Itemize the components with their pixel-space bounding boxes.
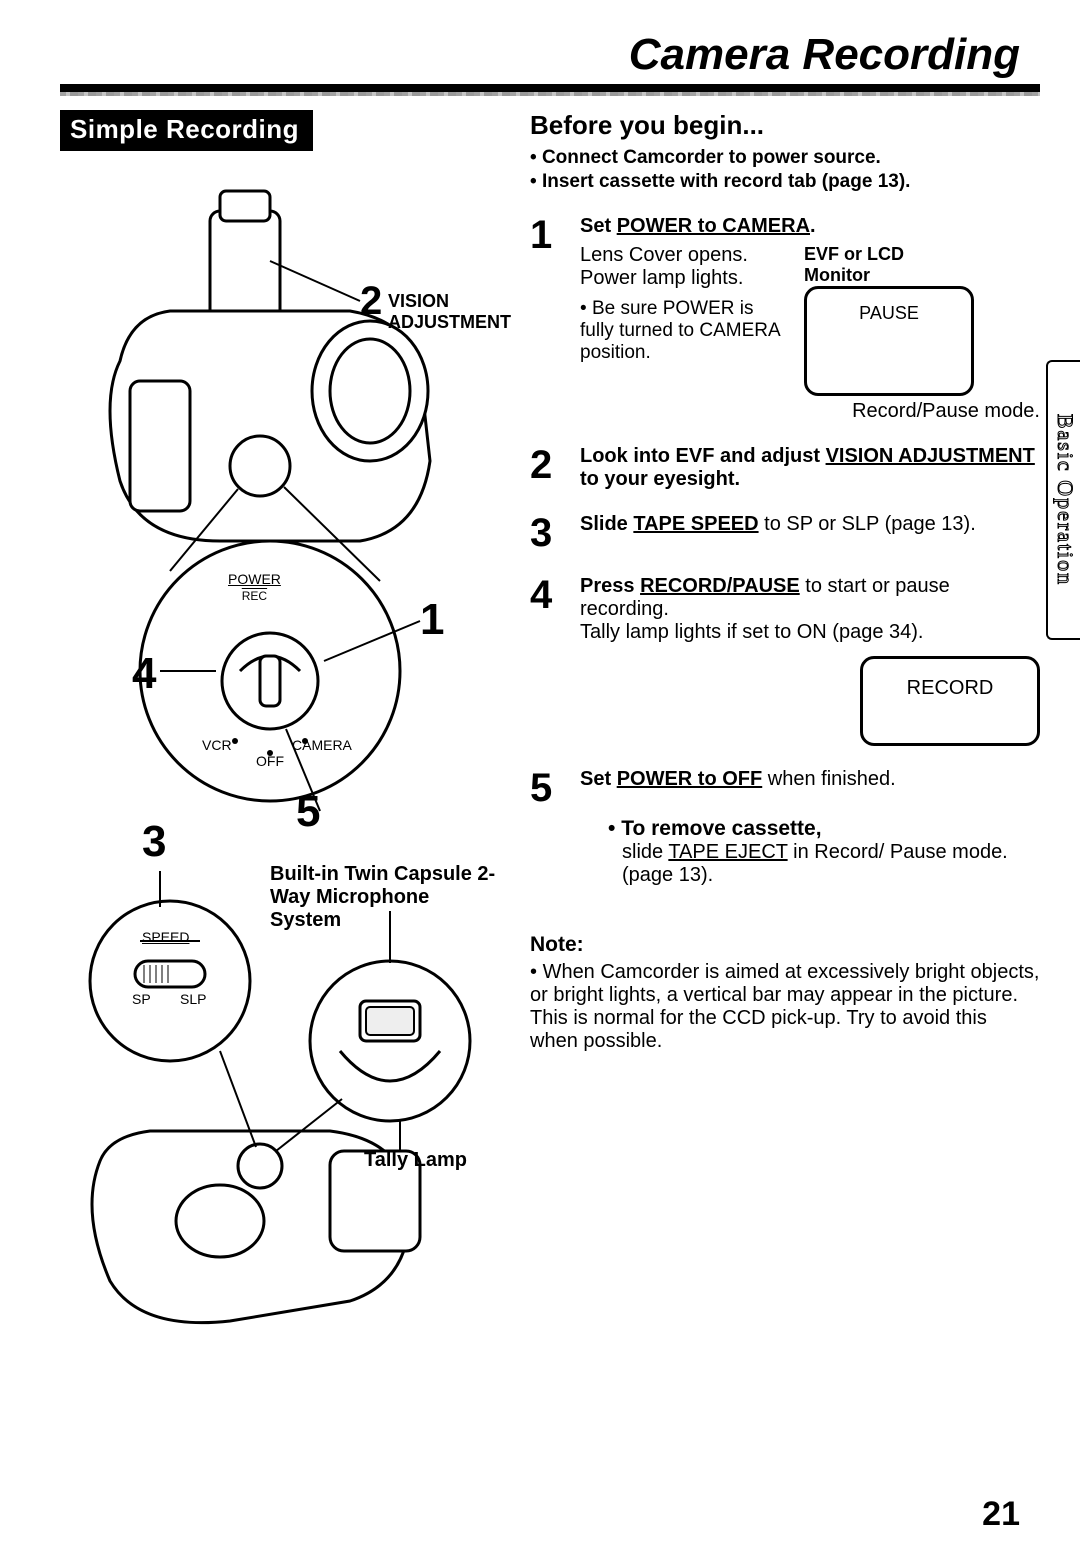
record-pause-mode: Record/Pause mode.: [580, 400, 1040, 423]
step4-pre: Press: [580, 575, 640, 597]
left-column: Simple Recording: [60, 110, 520, 1351]
callout-vision-label: VISION ADJUSTMENT: [388, 291, 518, 333]
title-rule: [60, 84, 1040, 92]
record-screen-text: RECORD: [907, 677, 994, 700]
step2-u: VISION ADJUSTMENT: [826, 445, 1035, 467]
step-3-num: 3: [530, 513, 568, 553]
right-column: Before you begin... Connect Camcorder to…: [530, 110, 1040, 1351]
step1-u: POWER to CAMERA: [617, 215, 810, 237]
record-screen: RECORD: [860, 656, 1040, 746]
section-badge: Simple Recording: [60, 110, 313, 151]
step1-pre: Set: [580, 215, 617, 237]
step-1: 1 Set POWER to CAMERA. Lens Cover opens.…: [530, 215, 1040, 423]
speed-sp: SP: [132, 991, 151, 1007]
speed-title: SPEED: [142, 929, 189, 945]
step5-pre: Set: [580, 768, 617, 790]
tally-label: Tally Lamp: [364, 1149, 467, 1172]
callout-4: 4: [132, 649, 156, 699]
step-5-num: 5: [530, 768, 568, 887]
step2-pre: Look into EVF and adjust: [580, 445, 826, 467]
step-4: 4 Press RECORD/PAUSE to start or pause r…: [530, 575, 1040, 746]
power-label: POWER: [228, 571, 281, 587]
step-4-num: 4: [530, 575, 568, 746]
step1-bullet: Be sure POWER is fully turned to CAMERA …: [580, 298, 790, 364]
off-label: OFF: [256, 753, 284, 769]
side-tab-label: Basic Operation: [1052, 414, 1078, 586]
callout-1: 1: [420, 595, 444, 645]
side-tab: Basic Operation: [1046, 360, 1080, 640]
callout-5: 5: [296, 787, 320, 837]
step1-post: .: [810, 215, 816, 237]
remove-title: To remove cassette,: [608, 817, 1040, 841]
step1-line1: Lens Cover opens.: [580, 244, 790, 267]
before-bullets: Connect Camcorder to power source. Inser…: [530, 147, 1040, 193]
before-title: Before you begin...: [530, 110, 1040, 141]
step3-u: TAPE SPEED: [633, 513, 758, 535]
speed-slp: SLP: [180, 991, 206, 1007]
step5-post: when finished.: [762, 768, 895, 790]
callout-3: 3: [142, 817, 166, 867]
page-title: Camera Recording: [60, 30, 1040, 80]
camera-label: CAMERA: [292, 737, 352, 753]
remove-u: TAPE EJECT: [668, 841, 787, 863]
before-bullet-1: Connect Camcorder to power source.: [530, 147, 1040, 169]
note-title: Note:: [530, 933, 1040, 957]
step3-post: to SP or SLP (page 13).: [759, 513, 976, 535]
evf-caption: EVF or LCD Monitor: [804, 244, 924, 286]
step-2: 2 Look into EVF and adjust VISION ADJUST…: [530, 445, 1040, 491]
step1-line2: Power lamp lights.: [580, 267, 790, 290]
pause-screen-text: PAUSE: [807, 303, 971, 324]
note-body: When Camcorder is aimed at excessively b…: [530, 961, 1040, 1053]
vcr-label: VCR: [202, 737, 232, 753]
step3-pre: Slide: [580, 513, 633, 535]
before-bullet-2: Insert cassette with record tab (page 13…: [530, 171, 1040, 193]
step5-u: POWER to OFF: [617, 768, 763, 790]
page-number: 21: [982, 1495, 1020, 1534]
pause-screen: PAUSE: [804, 286, 974, 396]
step-2-num: 2: [530, 445, 568, 491]
rec-label: REC: [242, 589, 267, 603]
step4-u: RECORD/PAUSE: [640, 575, 800, 597]
callout-2-num: 2: [360, 279, 382, 324]
remove-cassette: To remove cassette, slide TAPE EJECT in …: [608, 817, 1040, 887]
step-1-num: 1: [530, 215, 568, 423]
remove-pre: slide: [622, 841, 668, 863]
step-3: 3 Slide TAPE SPEED to SP or SLP (page 13…: [530, 513, 1040, 553]
step2-post: to your eyesight.: [580, 468, 740, 490]
mic-label: Built-in Twin Capsule 2-Way Microphone S…: [270, 863, 500, 932]
step4-line2: Tally lamp lights if set to ON (page 34)…: [580, 621, 1040, 644]
illustration-area: 2 VISION ADJUSTMENT POWER REC 1 4 5 VCR …: [60, 151, 520, 1351]
step-5: 5 Set POWER to OFF when finished. To rem…: [530, 768, 1040, 887]
